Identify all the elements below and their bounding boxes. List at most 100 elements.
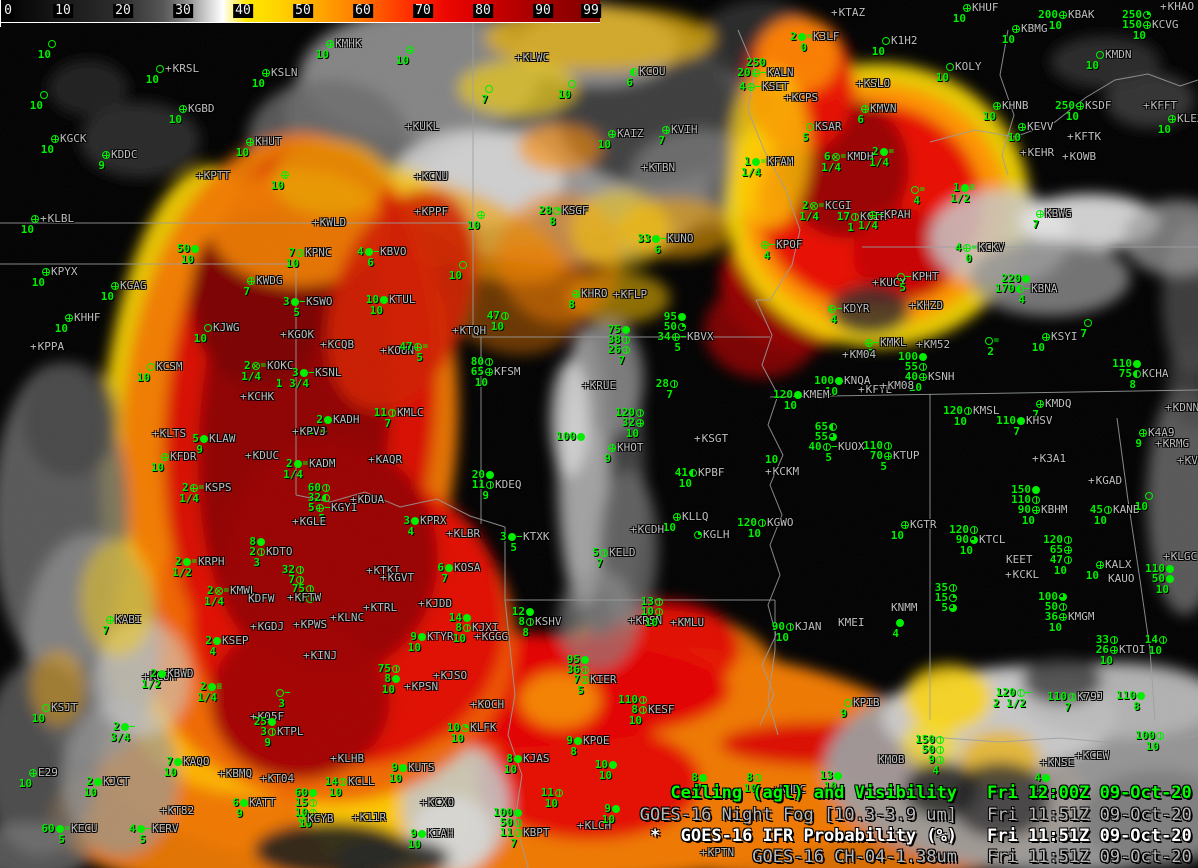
sky-cover-symbol	[609, 761, 617, 769]
sky-cover-symbol	[485, 85, 493, 93]
sky-cover-symbol	[1036, 210, 1044, 218]
station-id-label: +KPSN	[404, 680, 439, 693]
station-id-label: KSYI	[1051, 330, 1078, 343]
station-id-label: KAUO	[1108, 572, 1135, 585]
sky-cover-symbol	[919, 353, 927, 361]
station-plot-kosa: 6 7 KOSA	[437, 561, 481, 585]
station-id-label: KDEQ	[495, 478, 522, 491]
station-id-label: KOKC	[267, 359, 294, 372]
station-plot-klaw: 5 9 KLAW	[192, 432, 236, 456]
station-plot-kjdd: +KJDD	[418, 597, 452, 610]
station-plot-kmgm: 100 50 36 10 KMGM	[1038, 590, 1095, 634]
sky-cover-symbol	[834, 772, 842, 780]
station-id-label: KCGI	[825, 199, 852, 212]
station-plot-knse: +KNSE	[1040, 756, 1074, 769]
sky-cover-symbol	[526, 608, 534, 616]
station-id-label: +KHDC	[772, 783, 807, 796]
station-plot-kcdh: +KCDH	[630, 523, 664, 536]
sky-cover-symbol	[910, 186, 919, 194]
station-id-label: +KT04	[260, 772, 295, 785]
sky-cover-symbol	[670, 380, 678, 388]
sky-cover-symbol	[1133, 370, 1141, 378]
sky-cover-symbol	[662, 126, 670, 134]
sky-cover-symbol	[689, 469, 697, 477]
colorbar-tick: 90	[533, 3, 553, 18]
sky-cover-symbol	[879, 148, 888, 156]
station-id-label: +KHAO	[1160, 0, 1195, 13]
station-plot-kdnn: +KDNN	[1165, 401, 1198, 414]
sky-cover-symbol	[486, 481, 494, 489]
station-plot-k1h2: 10 K1H2	[871, 34, 918, 58]
station-id-label: KOSA	[454, 561, 481, 574]
station-id-label: KUTS	[408, 761, 435, 774]
sky-cover-symbol	[392, 665, 400, 673]
station-id-label: KUOX	[838, 440, 865, 453]
station-plot-kswo: 3—5 KSWO	[282, 295, 333, 319]
station-plot-kauo: 110 50 10 KAUO	[1108, 563, 1174, 595]
station-plot-ksnh: 100 55 40 10 KSNH	[898, 350, 955, 394]
station-plot: 10	[1123, 491, 1153, 512]
station-id-label: +KOCH	[470, 698, 505, 711]
sky-cover-symbol	[290, 298, 299, 306]
sky-cover-symbol	[901, 521, 909, 529]
sky-cover-symbol	[1064, 536, 1072, 544]
station-plot-khao: +KHAO	[1160, 0, 1194, 13]
sky-cover-symbol	[29, 769, 37, 777]
station-plot-k79j: 110 7 K79J	[1047, 690, 1104, 714]
station-plot: 32 7	[274, 564, 304, 585]
station-id-label: KAQO	[183, 755, 210, 768]
station-plot-kecu: 60 = 5 KECU	[41, 822, 98, 846]
station-plot: 10	[18, 90, 48, 111]
sky-cover-symbol	[884, 442, 892, 450]
sky-cover-symbol	[147, 363, 155, 371]
station-id-label: KLLQ	[682, 510, 709, 523]
station-id-label: KSAR	[815, 120, 842, 133]
station-id-label: KTPL	[277, 725, 304, 738]
sky-cover-symbol	[864, 339, 873, 347]
sky-cover-symbol	[831, 153, 840, 161]
station-id-label: KBMG	[1021, 22, 1048, 35]
colorbar[interactable]: 0 10 20 30 40 50 60 70 80 90 99	[0, 0, 601, 29]
station-id-label: +KLHB	[330, 752, 365, 765]
station-id-label: KSJT	[51, 701, 78, 714]
station-plot-kgyi: 60 32 5—5 KGYI	[307, 481, 358, 525]
sky-cover-symbol	[882, 37, 890, 45]
station-plot-kinj: +KINJ	[303, 649, 337, 662]
sky-cover-symbol	[600, 549, 608, 557]
station-plot-kpbf: 41 10 KPBF	[674, 466, 725, 490]
station-id-label: +KEHR	[1020, 146, 1055, 159]
sky-cover-symbol	[507, 533, 516, 541]
station-plot-kshv: 12 8 8 KSHV	[511, 605, 562, 639]
station-plot-keld: 5 7 KELD	[592, 546, 636, 570]
station-plot-kgad: +KGAD	[1088, 474, 1122, 487]
station-plot-kmlc: 11 7 KMLC	[373, 406, 424, 430]
station-id-label: KMHK	[335, 37, 362, 50]
station-id-label: KNQA	[844, 374, 871, 387]
sky-cover-symbol	[639, 706, 647, 714]
station-plot-kdeq: 20 11 9 KDEQ	[471, 468, 522, 502]
sky-cover-symbol	[678, 313, 686, 321]
station-plot-kaiz: 10 KAIZ	[597, 127, 644, 151]
station-plot-koch: +KOCH	[470, 698, 504, 711]
sky-cover-symbol	[324, 416, 332, 424]
sky-cover-symbol	[339, 778, 347, 786]
sky-cover-symbol	[461, 724, 469, 732]
station-id-label: KGWO	[767, 516, 794, 529]
station-plot-ksgt: +KSGT	[694, 432, 728, 445]
sky-cover-symbol	[247, 277, 255, 285]
station-id-label: KSET	[762, 80, 789, 93]
sky-cover-symbol	[275, 689, 284, 697]
station-id-label: KBNA	[1031, 282, 1058, 295]
station-id-label: KMDH	[847, 150, 874, 163]
station-id-label: KFAM	[767, 155, 794, 168]
station-plot-ksnl: 3—1 3/4 KSNL	[275, 366, 342, 390]
station-plot-kpht: —5 KPHT	[881, 270, 939, 293]
station-id-label: +KCHK	[240, 390, 275, 403]
station-id-label: +KGLE	[292, 515, 327, 528]
sky-cover-symbol	[268, 728, 276, 736]
station-id-label: KCLL	[348, 775, 375, 788]
station-id-label: +KFLP	[613, 288, 648, 301]
colorbar-frame	[0, 22, 600, 27]
sky-cover-symbol	[964, 407, 972, 415]
